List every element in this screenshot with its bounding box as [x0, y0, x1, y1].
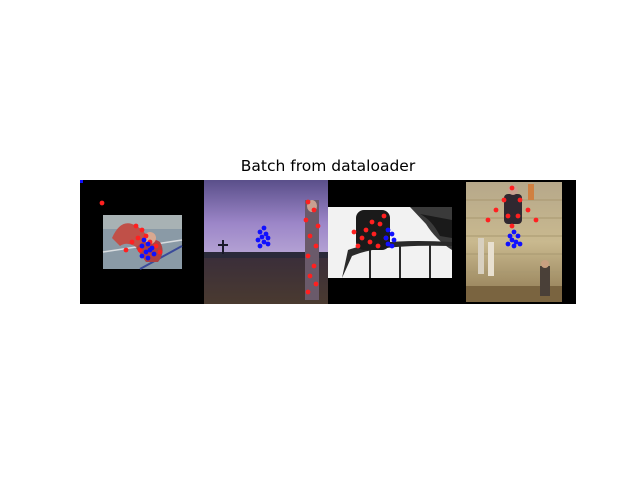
image-grid [80, 180, 576, 304]
figure-title: Batch from dataloader [80, 157, 576, 175]
batch-image-3 [328, 180, 452, 304]
batch-image-1 [80, 180, 204, 304]
